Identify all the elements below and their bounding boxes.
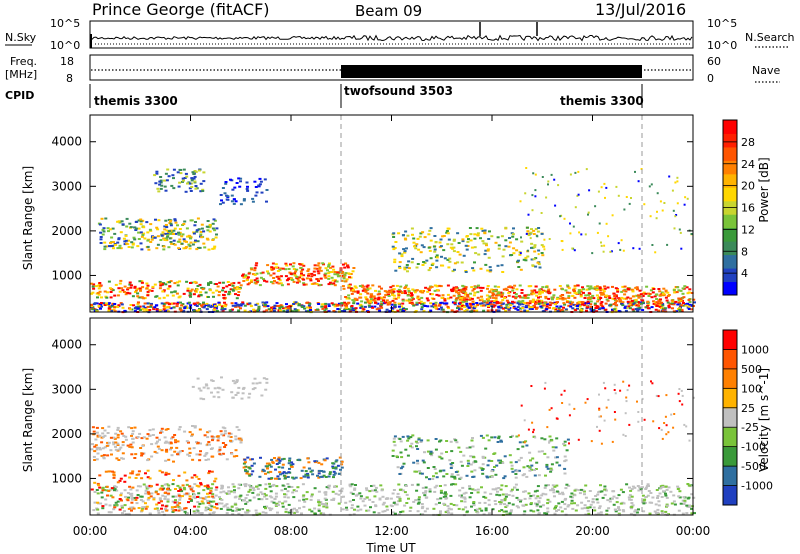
time-tick-label: 00:00 — [73, 524, 108, 538]
nave-tick-top: 60 — [707, 55, 721, 68]
colorbar-tick-label: 1000 — [741, 343, 769, 356]
colorbar-tick-label: 8 — [741, 245, 748, 258]
range-tick-label: 1000 — [51, 471, 82, 485]
nave-tick-bottom: 0 — [707, 72, 714, 85]
sky-noise-panel: N.Sky 10^5 10^0 10^5 10^0 N.Search — [5, 17, 795, 52]
station-title: Prince George (fitACF) — [92, 0, 270, 19]
nsearch-tick-bottom: 10^0 — [707, 39, 737, 52]
colorbar-tick-label: -500 — [741, 460, 766, 473]
colorbar-tick-label: 100 — [741, 382, 762, 395]
colorbar-tick-label: -25 — [741, 421, 759, 434]
power-heatmap-panel: 4000 3000 2000 1000 Slant Range [km] — [21, 114, 696, 314]
freq-label: Freq. — [10, 55, 37, 68]
velocity-data-layer — [90, 376, 696, 517]
cpid-program-1: themis 3300 — [94, 94, 178, 108]
freq-tick-top: 18 — [60, 55, 74, 68]
cpid-panel: CPID themis 3300 twofsound 3503 themis 3… — [5, 84, 644, 108]
colorbar-tick-label: 16 — [741, 202, 755, 215]
time-tick-label: 20:00 — [575, 524, 610, 538]
freq-tick-bottom: 8 — [66, 72, 73, 85]
range-tick-label: 1000 — [51, 268, 82, 282]
time-axis: 00:00 04:00 08:00 12:00 16:00 20:00 00:00 — [73, 115, 711, 538]
date-label: 13/Jul/2016 — [595, 0, 686, 19]
range-tick-label: 4000 — [51, 135, 82, 149]
nsky-tick-bottom: 10^0 — [50, 39, 80, 52]
freq-unit-label: [MHz] — [5, 68, 37, 81]
time-tick-label: 12:00 — [374, 524, 409, 538]
time-axis-label: Time UT — [365, 541, 416, 554]
colorbar-tick-label: 25 — [741, 402, 755, 415]
power-colorbar: 28 24 20 16 12 8 4 — [722, 119, 755, 296]
colorbar-tick-label: 4 — [741, 267, 748, 280]
cpid-program-3: themis 3300 — [560, 94, 644, 108]
nave-label: Nave — [752, 64, 780, 77]
power-ylabel: Slant Range [km] — [21, 166, 35, 270]
cpid-program-2: twofsound 3503 — [344, 84, 453, 98]
time-tick-label: 00:00 — [676, 524, 711, 538]
time-tick-label: 08:00 — [274, 524, 309, 538]
colorbar-tick-label: -1000 — [741, 480, 773, 493]
velocity-colorbar-label: Velocity [m s^-1] — [757, 368, 771, 472]
colorbar-tick-label: 500 — [741, 363, 762, 376]
range-tick-label: 4000 — [51, 338, 82, 352]
frequency-panel: Freq. [MHz] 18 8 60 0 Nave — [5, 54, 780, 85]
power-colorbar-label: Power [dB] — [757, 157, 771, 222]
velocity-ylabel: Slant Range [km] — [21, 368, 35, 472]
beam-label: Beam 09 — [355, 2, 422, 20]
time-tick-label: 16:00 — [475, 524, 510, 538]
velocity-heatmap-panel: 4000 3000 2000 1000 Slant Range [km] — [21, 317, 696, 517]
nsky-tick-top: 10^5 — [50, 17, 80, 30]
nsearch-tick-top: 10^5 — [707, 17, 737, 30]
range-tick-label: 3000 — [51, 179, 82, 193]
colorbar-tick-label: -100 — [741, 441, 766, 454]
nsky-label: N.Sky — [5, 31, 37, 44]
power-data-layer — [90, 167, 696, 314]
range-tick-label: 3000 — [51, 382, 82, 396]
colorbar-tick-label: 12 — [741, 223, 755, 236]
colorbar-tick-label: 28 — [741, 136, 755, 149]
time-tick-label: 04:00 — [173, 524, 208, 538]
range-tick-label: 2000 — [51, 224, 82, 238]
colorbar-tick-label: 24 — [741, 158, 755, 171]
velocity-colorbar: 1000 500 100 25 -25 -100 -500 -1000 — [722, 329, 773, 506]
nsearch-label: N.Search — [745, 31, 795, 44]
range-tick-label: 2000 — [51, 427, 82, 441]
colorbar-tick-label: 20 — [741, 180, 755, 193]
cpid-label: CPID — [5, 89, 34, 102]
